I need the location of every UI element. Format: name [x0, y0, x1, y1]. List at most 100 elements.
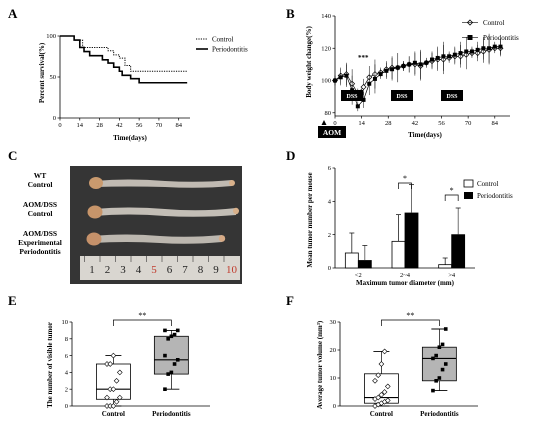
f-point-control: [384, 383, 391, 390]
d-category-label: >4: [448, 272, 456, 279]
ruler-number: 3: [120, 264, 126, 276]
panel-f: F 0 10 20 30 Control Periodontitis ** Average …: [286, 293, 478, 418]
aom-box: [318, 126, 346, 138]
row-label-3-line1: AOM/DSS: [23, 229, 57, 238]
panel-e: E 0 2 4 6 8 10 Control Periodontitis ** The numb…: [8, 293, 210, 418]
row-label-3-line2: Experimental: [18, 238, 62, 247]
legend-control-label: Control: [483, 19, 504, 27]
ruler-number: 8: [198, 264, 204, 276]
e-point-control: [110, 403, 117, 409]
d-category-label: 2~4: [400, 272, 411, 279]
cecum-2: [87, 205, 103, 219]
e-point-periodontitis: [172, 362, 177, 366]
a-xtick-label: 70: [156, 122, 163, 129]
b-point-periodontitis: [378, 72, 383, 77]
dss-label-2: DSS: [396, 94, 408, 100]
d-xlabel: Maximum tumor diameter (mm): [356, 279, 455, 287]
b-point-periodontitis: [452, 52, 457, 57]
panel-label-f: F: [286, 293, 294, 308]
ruler-numbers: 1 2 3 4 5 6 7 8 9 10: [84, 256, 238, 276]
row-label-2-line1: AOM/DSS: [23, 200, 57, 209]
colon-3: [93, 234, 222, 244]
f-significance-label: **: [406, 311, 414, 320]
f-point-control: [375, 372, 382, 379]
e-point-control: [113, 377, 120, 384]
e-point-periodontitis: [172, 332, 177, 337]
a-ytick-label: 50: [50, 74, 57, 81]
e-box: [96, 363, 131, 400]
b-ytick-label: 80: [325, 110, 332, 117]
e-point-control: [116, 394, 123, 401]
panel-d: D 0 2 4 6 <2 2~4 >4 * * Maximum tumor diameter (…: [286, 148, 513, 287]
e-significance-label: **: [138, 311, 146, 320]
row-labels: WT Control AOM/DSS Control AOM/DSS Exper…: [18, 171, 62, 256]
e-significance-bracket: [113, 319, 172, 326]
row-label-1-line1: WT: [34, 171, 47, 180]
legend-periodontitis-label: Periodontitis: [212, 46, 248, 54]
b-point-periodontitis: [424, 60, 429, 65]
ruler-number: 7: [182, 264, 188, 276]
f-box: [421, 346, 457, 382]
legend-control-swatch: [463, 179, 474, 188]
dss-boxes: DSS DSS DSS: [341, 90, 463, 101]
ruler-number: 6: [167, 264, 173, 276]
d-bar-periodontitis: [451, 234, 466, 269]
b-point-periodontitis: [441, 54, 446, 59]
e-point-control: [116, 369, 123, 376]
panel-b: B 0 14 28 42 56 70 84 80 100 120 140 Time(days) Bo…: [286, 6, 519, 139]
f-point-control: [384, 397, 391, 404]
b-point-periodontitis: [367, 81, 372, 86]
f-category-label: Periodontitis: [420, 410, 459, 418]
ruler-number: 9: [213, 264, 219, 276]
d-ylabel: Mean tumor number per mouse: [306, 172, 314, 267]
f-point-periodontitis: [437, 345, 442, 349]
e-point-control: [104, 394, 110, 401]
d-significance-bracket: [444, 194, 459, 201]
ruler-number: 1: [89, 264, 95, 276]
dss-label-3: DSS: [446, 94, 458, 100]
b-point-periodontitis: [458, 51, 463, 56]
a-xtick-label: 84: [175, 122, 182, 129]
colon-2: [94, 207, 236, 217]
f-point-control: [372, 377, 378, 384]
ruler-number: 4: [136, 264, 142, 276]
f-point-control: [375, 394, 382, 401]
b-ytick-label: 140: [321, 13, 331, 20]
b-xtick-label: 0: [333, 120, 336, 127]
b-xtick-label: 70: [465, 120, 472, 127]
b-point-periodontitis: [464, 49, 469, 54]
panel-c: C WT Control AOM/DSS Control AOM/DSS Exp…: [8, 148, 242, 284]
panel-a: A 0 14 28 42 56 70 84 0 50 100 Time(days) Percent…: [8, 6, 248, 142]
b-point-periodontitis: [384, 68, 389, 73]
e-ytick-label: 2: [65, 386, 68, 393]
rectum-end-1: [229, 180, 235, 186]
legend-control-label: Control: [477, 180, 498, 188]
b-point-periodontitis: [430, 57, 435, 62]
d-bar-periodontitis: [404, 212, 419, 269]
b-ylabel: Body weight change(%): [305, 26, 313, 98]
d-bar-control: [344, 252, 359, 269]
b-point-periodontitis: [333, 78, 337, 83]
b-point-periodontitis: [338, 75, 343, 80]
f-box: [363, 373, 399, 404]
aom-arrow-icon: [321, 120, 327, 125]
row-label-1-line2: Control: [28, 180, 53, 189]
b-point-periodontitis: [498, 44, 503, 49]
e-point-periodontitis: [169, 334, 174, 339]
panel-label-b: B: [286, 6, 295, 21]
d-ytick-label: 6: [328, 165, 332, 172]
f-point-periodontitis: [440, 367, 445, 372]
d-ytick-label: 0: [328, 265, 331, 272]
f-point-periodontitis: [434, 353, 438, 358]
a-ylabel: Percent survival(%): [38, 42, 46, 103]
e-ytick-label: 10: [62, 319, 69, 326]
dss-box-2: [391, 90, 413, 101]
aom-marker: AOM: [318, 120, 346, 138]
b-point-periodontitis: [401, 64, 406, 68]
ruler-number: 10: [226, 264, 238, 276]
dss-box-1: [341, 90, 363, 101]
f-point-periodontitis: [440, 342, 445, 347]
b-xtick-label: 14: [358, 120, 365, 127]
a-xlabel: Time(days): [113, 134, 147, 142]
b-significance: ***: [358, 54, 369, 62]
